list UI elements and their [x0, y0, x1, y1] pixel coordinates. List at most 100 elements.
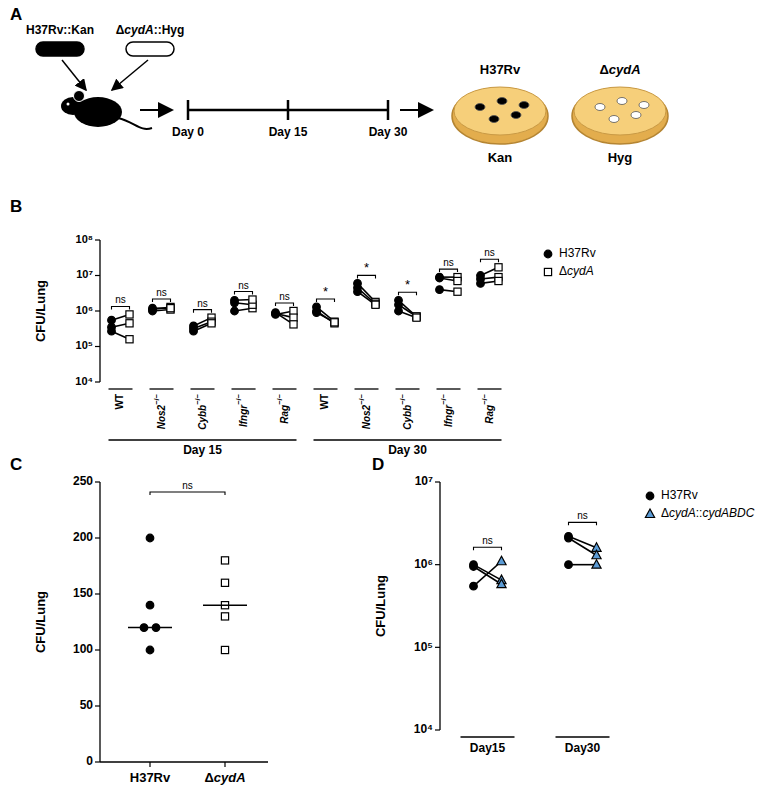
point: [470, 582, 478, 590]
y-tick-label: 10⁵: [414, 640, 433, 654]
group-label: Day 30: [388, 443, 427, 457]
y-axis: [99, 482, 100, 762]
point: [372, 301, 379, 308]
significance-bracket: [235, 292, 253, 295]
arrow: [112, 60, 148, 90]
point: [126, 320, 133, 327]
plate-strain: H37Rv: [480, 62, 521, 77]
median-line: [203, 604, 247, 606]
point: [544, 268, 551, 275]
x-tick-label: Rag−/−: [275, 393, 289, 423]
significance-label: ns: [238, 280, 249, 291]
text-part: −/−: [398, 393, 407, 404]
text-part: Hyg: [162, 23, 185, 37]
plate-rim: [572, 88, 668, 144]
y-tick: [95, 761, 100, 762]
group-line: [314, 439, 502, 441]
point: [497, 556, 506, 565]
point: [108, 327, 116, 335]
point: [331, 319, 338, 326]
plot-area: [470, 533, 601, 590]
significance-label: ns: [482, 535, 493, 546]
figure: AH37Rv::KanΔcydA::HygDay 0Day 15Day 30H3…: [0, 0, 774, 809]
point: [221, 613, 228, 620]
point: [470, 563, 478, 571]
significance-label: ns: [577, 510, 588, 521]
point: [436, 274, 444, 282]
text-part: Ifngr: [237, 404, 248, 427]
significance-label: ns: [443, 257, 454, 268]
text-part: cydA: [124, 23, 153, 37]
y-tick: [435, 729, 440, 730]
point: [231, 307, 239, 315]
x-tick-label: WT: [319, 394, 330, 410]
text-part: Nos2: [155, 404, 166, 429]
point: [146, 534, 154, 542]
plate-agar: [574, 87, 666, 135]
point: [436, 286, 444, 294]
y-tick: [95, 649, 100, 650]
y-tick-label: 200: [73, 530, 93, 544]
category-line: [461, 736, 515, 737]
text-part: Rag: [278, 405, 289, 424]
significance-label: ns: [182, 480, 193, 491]
point: [290, 321, 297, 328]
legend-label: ΔcydA::cydABDC: [661, 506, 755, 520]
significance-bracket: [440, 269, 458, 272]
significance-label: ns: [156, 287, 167, 298]
text-part: cydA: [214, 770, 246, 785]
point: [221, 646, 228, 653]
point: [646, 492, 654, 500]
timeline-tick: [387, 100, 390, 120]
panel-letter: D: [372, 455, 384, 474]
y-tick: [95, 346, 100, 347]
y-axis-label: CFU/Lung: [33, 591, 48, 653]
x-tick: [224, 762, 225, 767]
y-tick-label: 10⁷: [76, 268, 93, 280]
point: [146, 646, 154, 654]
text-part: Rag: [483, 405, 494, 424]
y-tick: [95, 275, 100, 276]
point: [272, 309, 280, 317]
text-part: Δ: [204, 770, 213, 785]
colony: [511, 112, 521, 119]
point: [149, 304, 157, 312]
significance-bracket: [569, 522, 597, 525]
timeline-label: Day 30: [369, 125, 408, 139]
point: [495, 277, 502, 284]
text-part: Ifngr: [442, 404, 453, 427]
y-tick: [95, 537, 100, 538]
category-line: [396, 388, 420, 389]
x-tick-label: Ifngr−/−: [439, 393, 453, 427]
y-tick-label: 50: [80, 698, 94, 712]
category-line: [109, 388, 133, 389]
colony: [639, 102, 649, 109]
colony: [631, 112, 641, 119]
point: [313, 309, 321, 317]
x-tick-label: Day15: [470, 741, 506, 755]
significance-bracket: [194, 310, 212, 313]
point: [565, 534, 573, 542]
plot-area: [128, 534, 247, 654]
y-tick-label: 10⁸: [76, 233, 93, 245]
significance-bracket: [153, 299, 171, 302]
point: [146, 601, 154, 609]
category-line: [150, 388, 174, 389]
text-part: −/−: [234, 393, 243, 404]
x-tick-label: Rag−/−: [480, 393, 494, 423]
arrow: [400, 109, 432, 111]
text-part: −/−: [193, 393, 202, 404]
point: [208, 320, 215, 327]
text-part: cydA: [567, 264, 594, 278]
legend-label: H37Rv: [661, 488, 698, 502]
point: [221, 579, 228, 586]
significance-bracket: [112, 306, 130, 309]
plate-antibiotic: Hyg: [608, 150, 633, 165]
colony: [489, 116, 499, 123]
y-tick-label: 10⁶: [414, 557, 433, 571]
x-tick-label: Ifngr−/−: [234, 393, 248, 427]
mouse-eye: [67, 103, 70, 106]
plot-area: [108, 264, 502, 343]
category-line: [232, 388, 256, 389]
group-label: Day 15: [183, 443, 222, 457]
